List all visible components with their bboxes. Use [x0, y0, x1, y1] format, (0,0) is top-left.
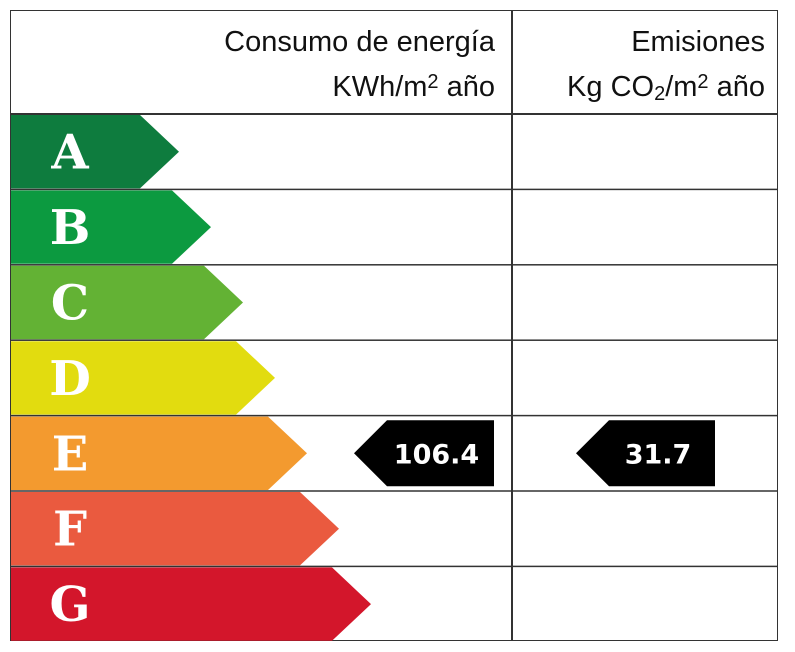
- rating-letter-b: B: [50, 200, 91, 256]
- emissions-header: Emisiones Kg CO2/m2 año: [515, 22, 765, 114]
- row-divider: [10, 565, 778, 568]
- emissions-title: Emisiones: [631, 26, 765, 58]
- emissions-unit: Kg CO2/m2 año: [567, 71, 765, 105]
- energy-header: Consumo de energía KWh/m2 año: [100, 22, 495, 107]
- column-divider: [511, 10, 513, 641]
- row-divider: [10, 414, 778, 417]
- rating-arrow-g: [11, 567, 371, 641]
- row-divider: [10, 264, 778, 266]
- rating-arrow-b: [11, 190, 211, 264]
- rating-letter-d: D: [49, 351, 91, 407]
- rating-arrow-e: [11, 416, 307, 490]
- rating-letter-a: A: [50, 125, 89, 181]
- rating-letter-g: G: [50, 577, 91, 633]
- rating-letter-c: C: [51, 276, 89, 332]
- emissions-marker: [576, 420, 715, 487]
- row-divider: [10, 188, 778, 191]
- emissions-value: 31.7: [625, 439, 692, 470]
- row-divider: [10, 490, 778, 492]
- header-divider: [10, 113, 778, 115]
- energy-unit: KWh/m2 año: [332, 71, 495, 103]
- rating-letter-f: F: [53, 502, 87, 558]
- label-frame: [10, 10, 778, 641]
- energy-value: 106.4: [394, 439, 479, 470]
- row-divider: [10, 339, 778, 341]
- rating-arrow-c: [11, 265, 243, 340]
- energy-title: Consumo de energía: [224, 26, 495, 58]
- rating-arrow-f: [11, 492, 339, 566]
- rating-letter-e: E: [52, 426, 89, 482]
- rating-arrow-a: [11, 115, 179, 189]
- rating-arrow-d: [11, 341, 275, 415]
- energy-marker: [354, 420, 494, 487]
